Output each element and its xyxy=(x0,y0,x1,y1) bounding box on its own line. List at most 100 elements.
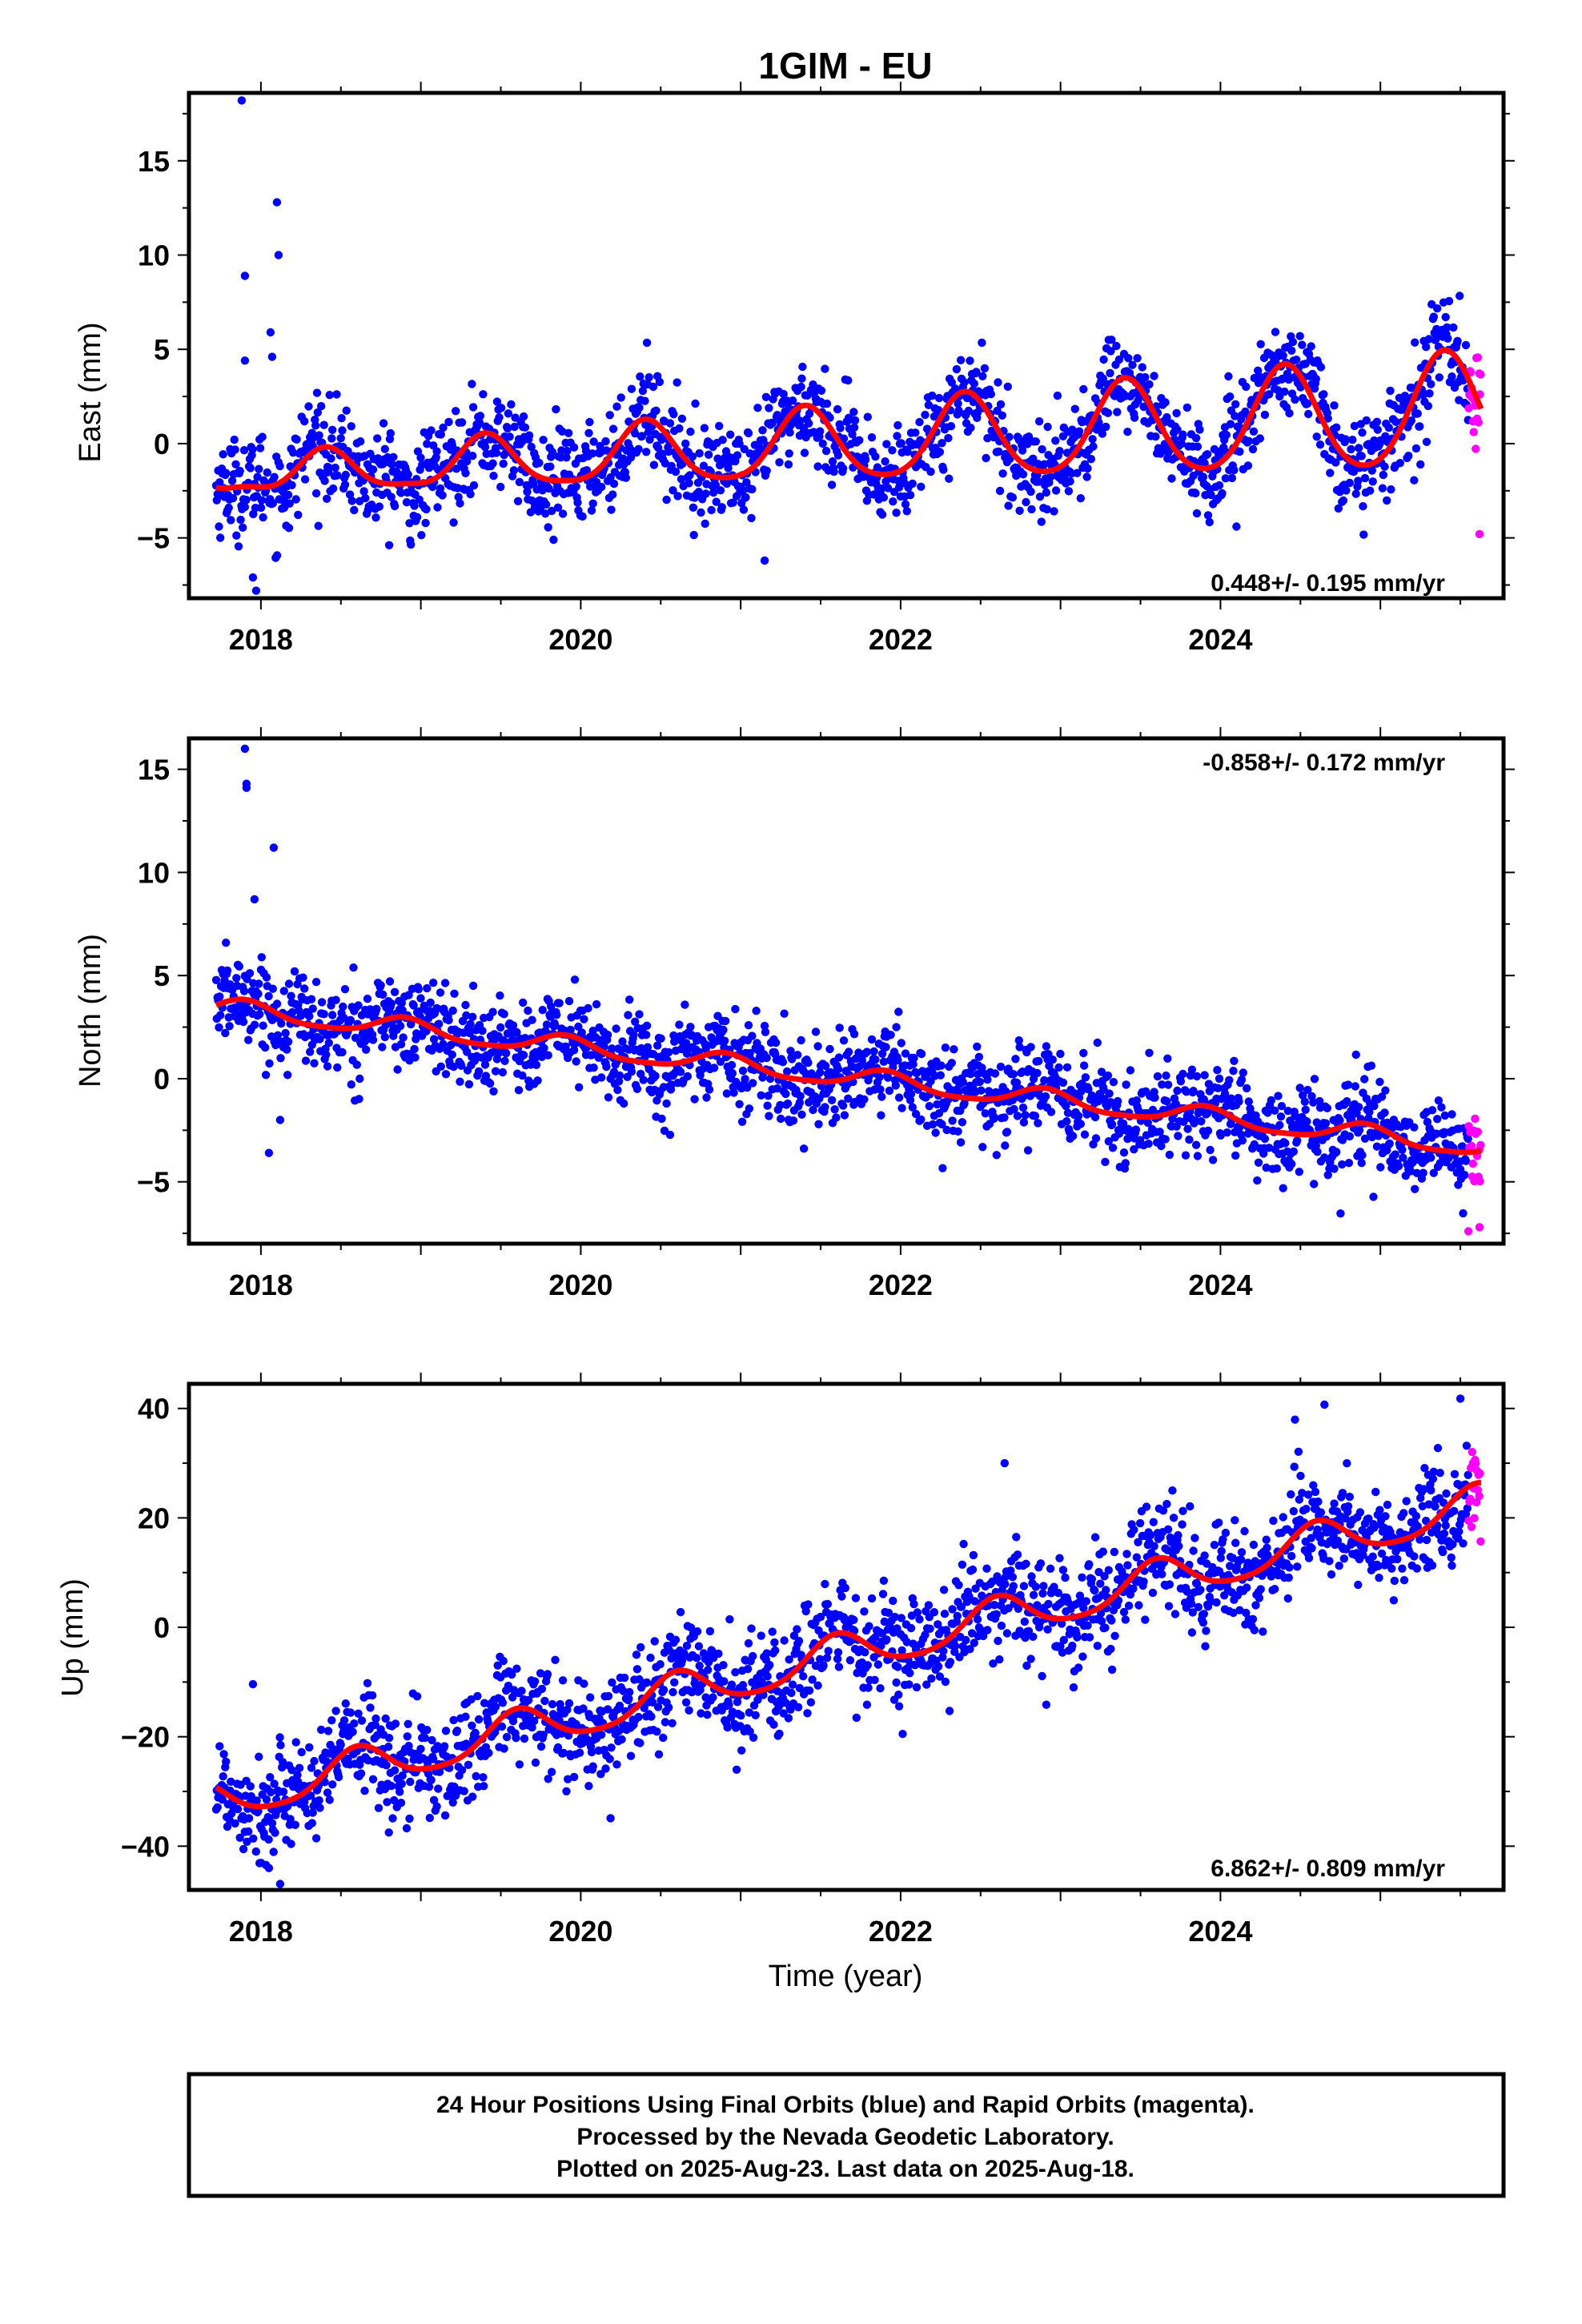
final-orbit-point xyxy=(1021,1111,1030,1120)
outlier-point xyxy=(1232,522,1241,531)
final-orbit-point xyxy=(1271,328,1280,336)
final-orbit-point xyxy=(824,1647,833,1655)
x-tick-label: 2022 xyxy=(869,1269,933,1301)
final-orbit-point xyxy=(1316,363,1326,372)
final-orbit-point xyxy=(246,464,255,472)
final-orbit-point xyxy=(732,1765,741,1774)
final-orbit-point xyxy=(721,1016,730,1026)
plot-title: 1GIM - EU xyxy=(758,45,932,86)
y-tick-label: −5 xyxy=(137,1166,170,1199)
final-orbit-point xyxy=(387,460,396,469)
final-orbit-point xyxy=(1000,1113,1009,1122)
final-orbit-point xyxy=(1031,437,1041,446)
final-orbit-point xyxy=(983,1076,992,1084)
final-orbit-point xyxy=(934,1620,942,1629)
final-orbit-point xyxy=(689,530,698,540)
final-orbit-point xyxy=(513,497,523,505)
final-orbit-point xyxy=(1350,421,1359,431)
final-orbit-point xyxy=(1104,1137,1114,1146)
final-orbit-point xyxy=(310,1059,319,1068)
final-orbit-point xyxy=(255,979,263,988)
final-orbit-point xyxy=(723,1723,732,1732)
y-tick-label: 15 xyxy=(138,145,170,178)
final-orbit-point xyxy=(1359,530,1368,539)
final-orbit-point xyxy=(267,1787,275,1797)
final-orbit-point xyxy=(315,431,323,440)
final-orbit-point xyxy=(1112,341,1121,351)
final-orbit-point xyxy=(524,431,534,440)
final-orbit-point xyxy=(768,419,777,428)
final-orbit-point xyxy=(1351,1082,1360,1091)
final-orbit-point xyxy=(247,1791,255,1801)
final-orbit-point xyxy=(709,1063,719,1072)
final-orbit-point xyxy=(510,422,519,432)
final-orbit-point xyxy=(347,422,355,431)
final-orbit-point xyxy=(721,1036,729,1045)
final-orbit-point xyxy=(300,984,309,993)
final-orbit-point xyxy=(323,1062,332,1071)
final-orbit-point xyxy=(1423,1117,1432,1127)
final-orbit-point xyxy=(1006,1566,1015,1575)
final-orbit-point xyxy=(390,1795,399,1805)
final-orbit-point xyxy=(1074,427,1084,436)
final-orbit-point xyxy=(926,467,935,476)
final-orbit-point xyxy=(1303,399,1312,408)
final-orbit-point xyxy=(775,458,784,467)
final-orbit-point xyxy=(1230,465,1239,475)
final-orbit-point xyxy=(1422,437,1431,446)
final-orbit-point xyxy=(235,466,244,476)
final-orbit-point xyxy=(552,1011,561,1019)
final-orbit-point xyxy=(765,1112,773,1120)
final-orbit-point xyxy=(1381,1086,1390,1095)
final-orbit-point xyxy=(464,1080,474,1089)
final-orbit-point xyxy=(945,1707,954,1715)
final-orbit-point xyxy=(827,480,837,489)
final-orbit-point xyxy=(728,1069,737,1078)
final-orbit-point xyxy=(954,406,963,415)
outlier-point xyxy=(266,328,275,337)
final-orbit-point xyxy=(1018,470,1028,479)
final-orbit-point xyxy=(271,1828,279,1837)
final-orbit-point xyxy=(502,1732,512,1742)
final-orbit-point xyxy=(607,505,616,514)
final-orbit-point xyxy=(308,1004,317,1013)
final-orbit-point xyxy=(429,1035,439,1043)
final-orbit-point xyxy=(496,482,505,492)
final-orbit-point xyxy=(528,1723,536,1732)
final-orbit-point xyxy=(1089,442,1098,451)
final-orbit-point xyxy=(729,1088,738,1097)
final-orbit-point xyxy=(1271,1106,1279,1116)
final-orbit-point xyxy=(423,440,432,448)
final-orbit-point xyxy=(492,1055,502,1063)
final-orbit-point xyxy=(625,995,634,1004)
final-orbit-point xyxy=(615,1701,624,1711)
final-orbit-point xyxy=(499,459,508,468)
x-tick-label: 2022 xyxy=(869,623,933,656)
final-orbit-point xyxy=(1331,458,1340,467)
final-orbit-point xyxy=(840,1111,849,1120)
final-orbit-point xyxy=(485,1079,495,1088)
final-orbit-point xyxy=(245,969,255,978)
final-orbit-point xyxy=(363,995,372,1003)
final-orbit-point xyxy=(381,1714,390,1723)
final-orbit-point xyxy=(805,419,813,428)
final-orbit-point xyxy=(697,508,705,517)
final-orbit-point xyxy=(838,1101,848,1110)
outlier-point xyxy=(240,271,250,280)
final-orbit-point xyxy=(662,495,671,505)
final-orbit-point xyxy=(380,1032,389,1042)
final-orbit-point xyxy=(785,428,794,437)
final-orbit-point xyxy=(564,1699,574,1708)
final-orbit-point xyxy=(952,364,962,374)
final-orbit-point xyxy=(650,1637,659,1646)
final-orbit-point xyxy=(960,378,969,387)
final-orbit-point xyxy=(396,489,406,497)
final-orbit-point xyxy=(1249,427,1259,436)
final-orbit-point xyxy=(281,1028,290,1038)
final-orbit-point xyxy=(1407,384,1416,392)
final-orbit-point xyxy=(239,523,247,532)
final-orbit-point xyxy=(1399,1153,1407,1162)
final-orbit-point xyxy=(875,1072,884,1082)
final-orbit-point xyxy=(1048,1055,1058,1064)
